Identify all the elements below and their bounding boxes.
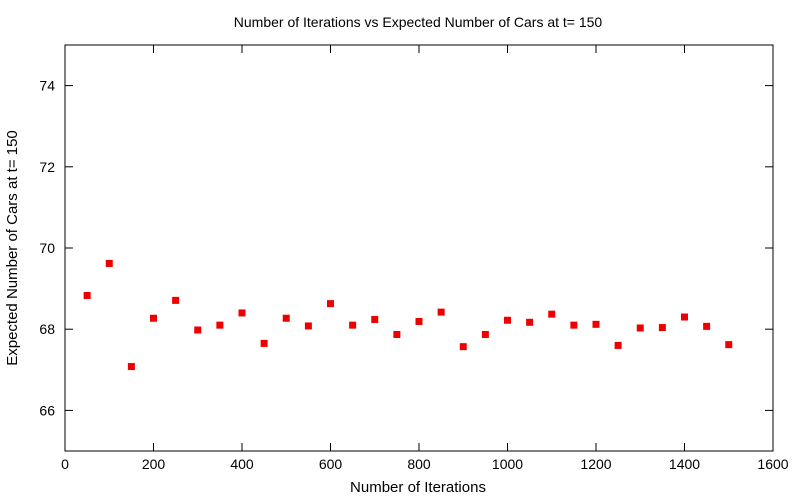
- data-point: [150, 314, 157, 322]
- data-point: [614, 341, 622, 349]
- data-point: [349, 321, 357, 329]
- data-point: [415, 317, 423, 325]
- x-tick-label: 1400: [669, 456, 700, 472]
- x-tick-label: 1600: [757, 456, 788, 472]
- data-point: [172, 296, 180, 304]
- y-tick-label: 66: [39, 402, 55, 418]
- x-tick-label: 0: [61, 456, 69, 472]
- data-point: [703, 322, 711, 330]
- y-axis-label: Expected Number of Cars at t= 150: [4, 130, 21, 366]
- data-point: [238, 309, 246, 317]
- data-point: [393, 330, 401, 338]
- data-point: [83, 292, 91, 300]
- data-point: [481, 330, 489, 338]
- data-point: [371, 315, 379, 323]
- x-tick-label: 400: [230, 456, 254, 472]
- data-point: [459, 343, 467, 351]
- data-point: [725, 341, 733, 349]
- y-tick-label: 70: [39, 240, 55, 256]
- x-tick-label: 1200: [580, 456, 611, 472]
- x-tick-label: 600: [319, 456, 343, 472]
- data-point: [282, 314, 290, 322]
- data-point: [548, 310, 556, 318]
- data-point: [681, 313, 688, 321]
- y-tick-label: 72: [39, 159, 55, 175]
- data-point: [194, 326, 202, 334]
- x-tick-label: 800: [407, 456, 431, 472]
- y-tick-label: 68: [39, 321, 55, 337]
- x-axis-label: Number of Iterations: [350, 479, 486, 496]
- x-tick-label: 200: [142, 456, 166, 472]
- data-point: [304, 322, 312, 330]
- chart-title: Number of Iterations vs Expected Number …: [234, 14, 603, 30]
- data-point: [260, 339, 268, 347]
- y-axis: 66 68 70 72 74: [39, 78, 773, 418]
- data-point: [526, 318, 534, 326]
- data-point: [658, 324, 666, 332]
- data-point: [127, 363, 135, 371]
- data-point: [504, 316, 511, 324]
- data-point: [327, 300, 334, 308]
- data-series: [83, 259, 733, 371]
- y-tick-label: 74: [39, 78, 55, 94]
- data-point: [570, 321, 578, 329]
- data-point: [636, 324, 644, 332]
- x-axis: 0 200 400 600 800 1000 1200 1400 1600: [61, 45, 789, 472]
- data-point: [105, 259, 113, 267]
- plot-area-frame: [64, 44, 774, 452]
- data-point: [437, 308, 445, 316]
- x-tick-label: 1000: [492, 456, 523, 472]
- data-point: [216, 321, 224, 329]
- data-point: [592, 320, 600, 328]
